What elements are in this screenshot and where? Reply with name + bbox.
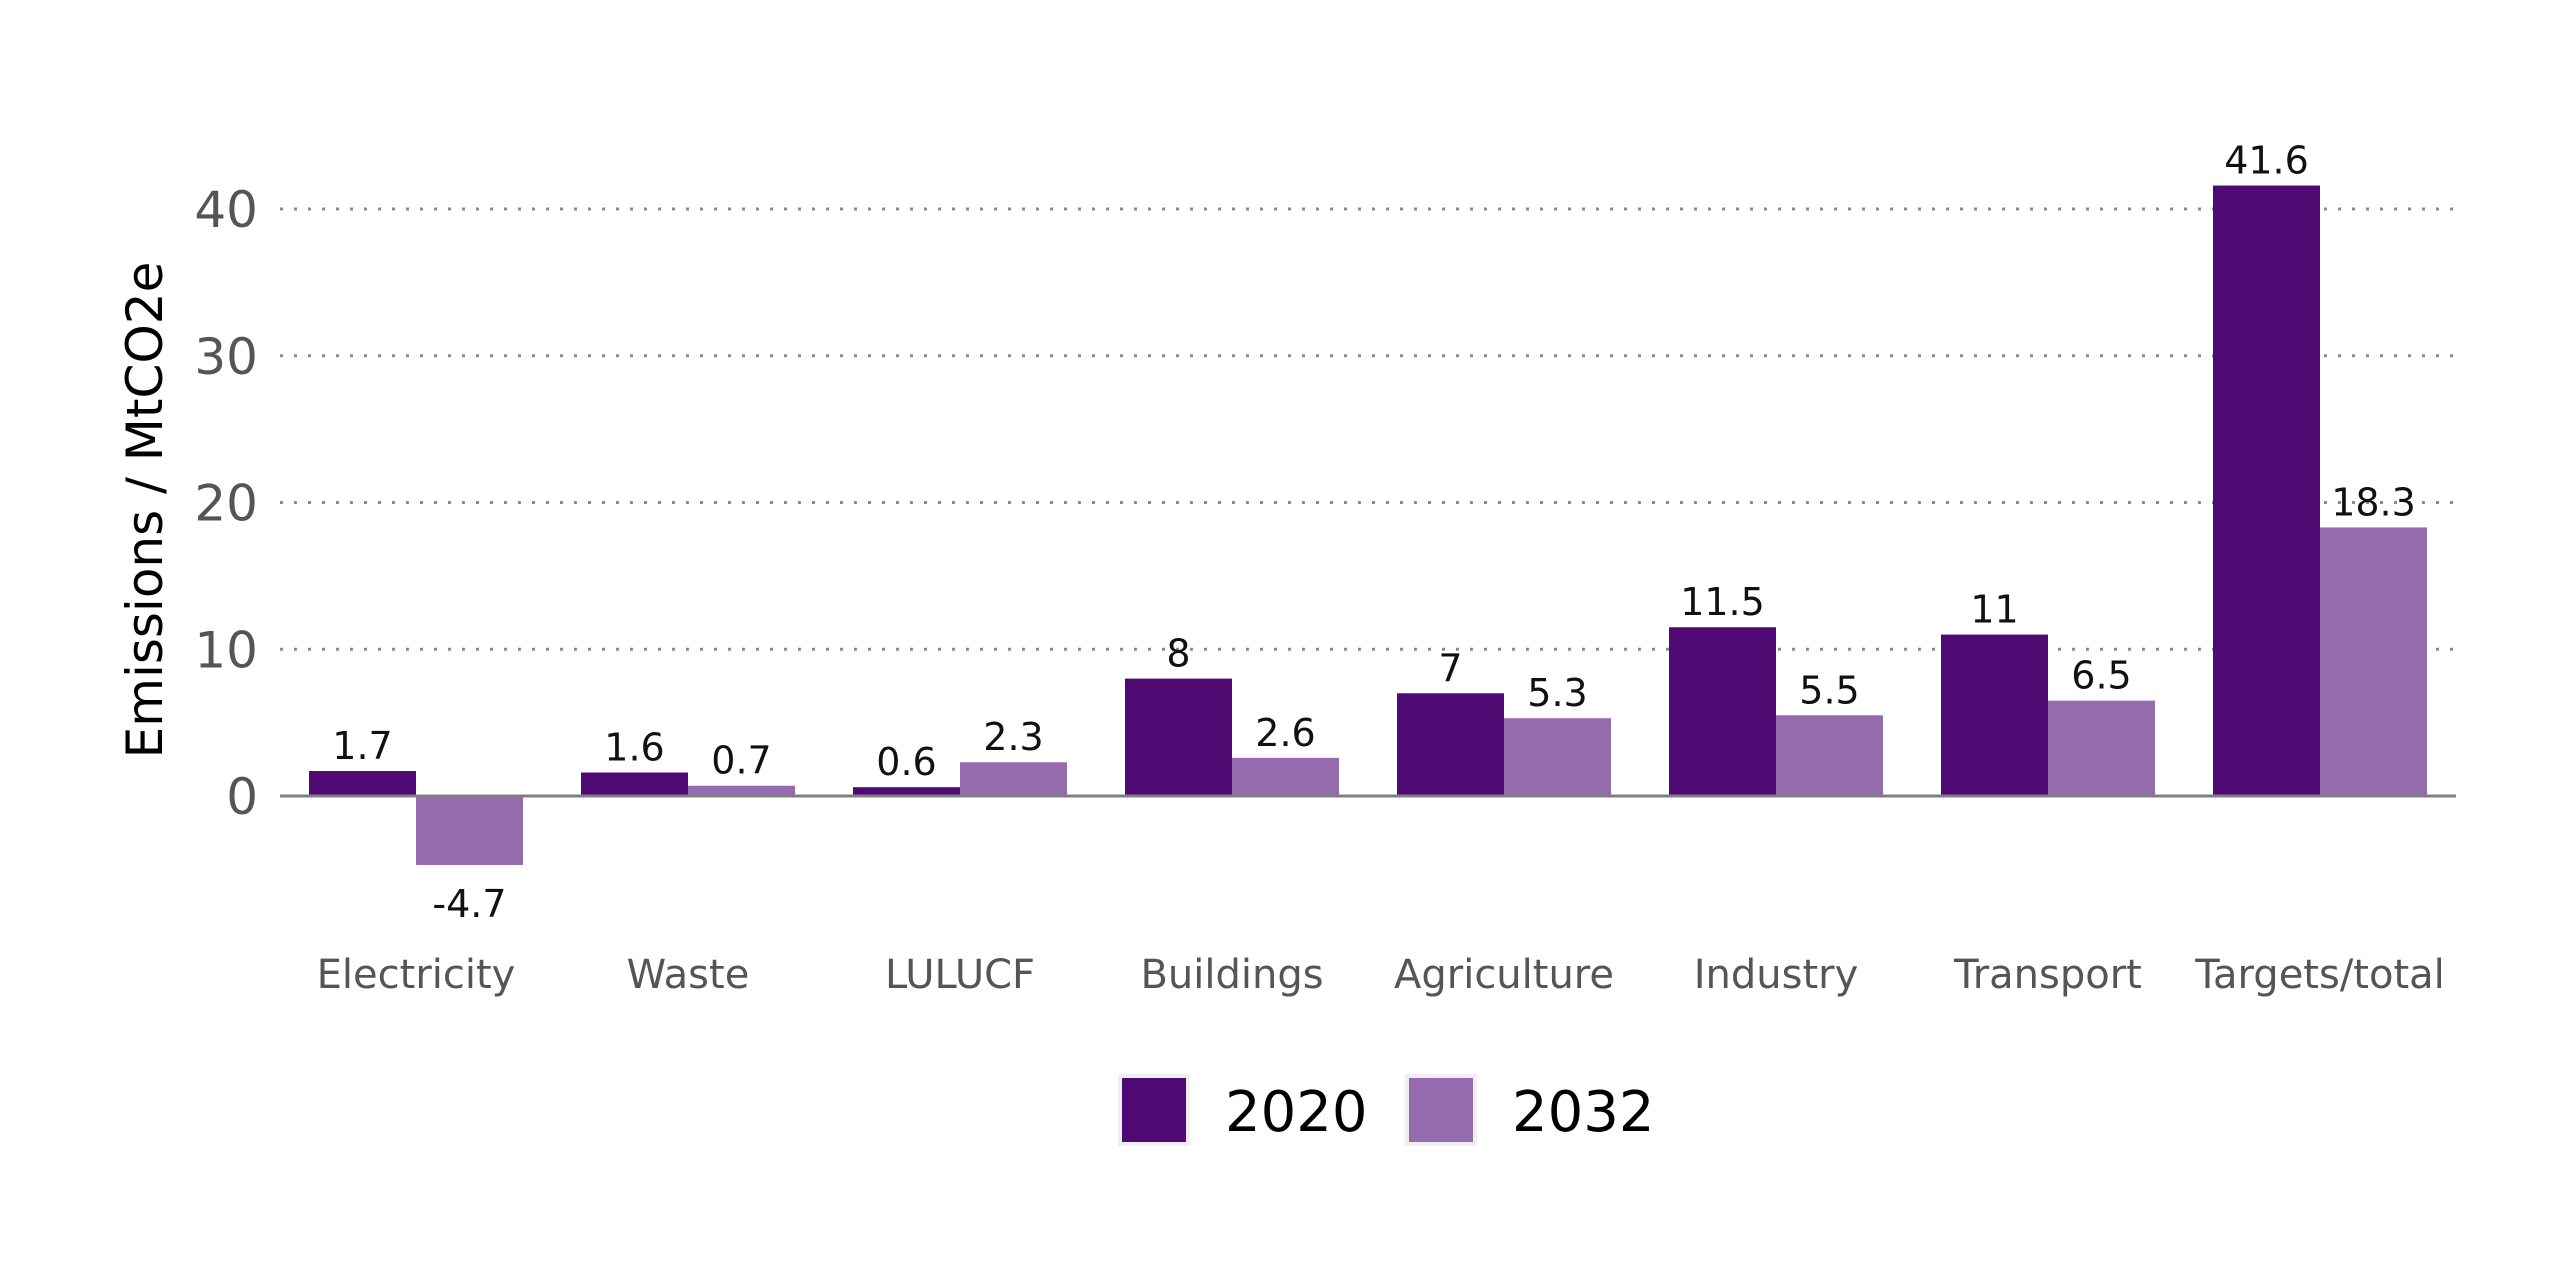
bar-2032 [1504,718,1611,796]
y-tick-label: 40 [194,181,258,239]
bar-2020 [1941,634,2048,796]
y-tick-label: 20 [194,475,258,533]
data-label: 11 [1970,588,2018,632]
data-label: 7 [1438,646,1462,690]
data-label: -4.7 [432,882,506,926]
y-tick-label: 0 [226,768,258,826]
bar-2032 [416,796,523,865]
bar-2032 [1776,715,1883,796]
data-label: 11.5 [1680,580,1765,624]
bar-2020 [309,771,416,796]
data-label: 0.7 [711,739,771,783]
data-label: 2.3 [983,715,1043,759]
bar-2020 [2213,185,2320,796]
bar-2020 [853,787,960,796]
category-label: Targets/total [2194,952,2445,998]
data-label: 8 [1166,632,1190,676]
bar-2032 [960,762,1067,796]
bars [309,185,2427,865]
bar-2020 [1125,678,1232,796]
legend-label: 2032 [1512,1080,1655,1145]
y-tick-label: 10 [194,621,258,679]
data-labels: 1.7 -4.7 1.6 0.7 0.6 2.3 8 2.6 7 5.3 11.5 5.5 11 6.5 4… [332,139,2416,926]
bar-2032 [2048,700,2155,796]
category-label: Transport [1953,952,2142,998]
bar-2020 [1397,693,1504,796]
bar-2032 [688,785,795,796]
gridlines [280,207,2456,651]
y-axis-ticks: 0 10 20 30 40 [194,181,258,826]
data-label: 6.5 [2071,654,2131,698]
legend-swatch-2020 [1118,1074,1190,1146]
data-label: 0.6 [876,740,936,784]
data-label: 5.5 [1799,668,1859,712]
legend-swatch-2032 [1405,1074,1477,1146]
x-axis-category-labels: Electricity Waste LULUCF Buildings Agricultu… [317,952,2445,998]
bar-2032 [2320,527,2427,796]
bar-2032 [1232,757,1339,796]
data-label: 18.3 [2331,480,2416,524]
legend: 2020 2032 [1118,1074,1655,1146]
legend-label: 2020 [1225,1080,1368,1145]
data-label: 41.6 [2224,139,2309,183]
category-label: LULUCF [885,952,1035,998]
data-label: 1.6 [604,726,664,770]
data-label: 2.6 [1255,711,1315,755]
data-label: 1.7 [332,724,392,768]
bar-2020 [581,772,688,796]
bar-2020 [1669,627,1776,796]
category-label: Industry [1694,952,1859,998]
y-tick-label: 30 [194,328,258,386]
category-label: Waste [627,952,750,998]
category-label: Agriculture [1394,952,1614,998]
category-label: Buildings [1140,952,1323,998]
data-label: 5.3 [1527,671,1587,715]
category-label: Electricity [317,952,516,998]
y-axis-title: Emissions / MtCO2e [116,262,174,759]
